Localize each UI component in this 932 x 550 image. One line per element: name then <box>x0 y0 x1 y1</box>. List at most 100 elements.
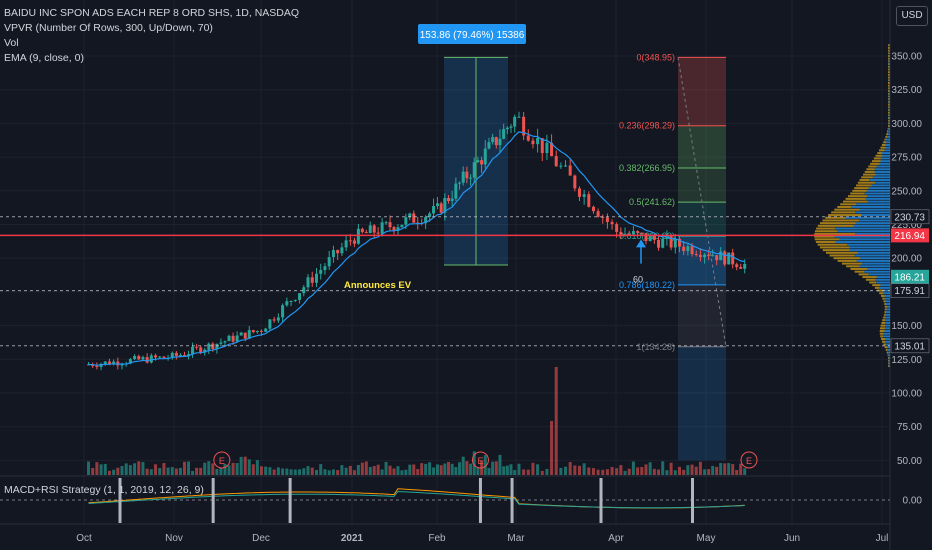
volume-bar <box>665 470 669 475</box>
candle-body <box>327 257 331 267</box>
vpvr-row-down <box>875 154 883 157</box>
volume-bar <box>707 469 711 475</box>
candle-body <box>348 240 352 242</box>
fib-zone <box>678 167 726 203</box>
vpvr-row-up <box>887 135 890 138</box>
candle-body <box>640 232 644 234</box>
symbol-title[interactable]: BAIDU INC SPON ADS EACH REP 8 ORD SHS, 1… <box>4 7 300 19</box>
candle-body <box>596 211 600 217</box>
vpvr-row-down <box>879 327 886 330</box>
ema-indicator-label[interactable]: EMA (9, close, 0) <box>4 52 84 64</box>
price-tick: 275.00 <box>891 153 922 164</box>
vpvr-row-down <box>879 292 884 295</box>
volume-bar <box>247 459 251 475</box>
candle-body <box>149 355 153 363</box>
candle-body <box>472 162 476 178</box>
candle-body <box>502 129 506 139</box>
vpvr-row-down <box>881 143 886 146</box>
volume-bar <box>469 463 473 475</box>
volume-bar <box>243 456 247 475</box>
vpvr-row-up <box>888 365 890 368</box>
volume-bar <box>404 469 408 475</box>
time-tick: May <box>697 533 716 544</box>
volume-bar <box>505 465 509 475</box>
vpvr-row-up <box>888 63 890 66</box>
volume-bar <box>559 467 563 475</box>
volume-bar <box>487 467 491 475</box>
vpvr-indicator-label[interactable]: VPVR (Number Of Rows, 300, Up/Down, 70) <box>4 22 213 34</box>
time-axis[interactable]: Oct Nov Dec 2021 Feb Mar Apr May Jun Jul <box>76 533 888 544</box>
volume-bar <box>227 465 231 475</box>
price-axis[interactable]: 350.00 325.00 300.00 275.00 250.00 225.00 200.… <box>890 52 930 507</box>
vpvr-row-up <box>862 262 890 265</box>
price-tick: 150.00 <box>891 321 922 332</box>
vpvr-row-up <box>884 294 890 297</box>
volume-bar <box>743 468 747 475</box>
candle-body <box>690 246 694 255</box>
volume-bar <box>272 469 276 475</box>
candle-body <box>577 188 581 197</box>
vpvr-row-down <box>888 111 890 114</box>
candle-body <box>509 126 513 128</box>
volume-bar <box>465 461 469 475</box>
fib-level-label: 0.236(298.29) <box>619 121 675 131</box>
candle-body <box>231 335 235 342</box>
vpvr-row-down <box>884 303 886 306</box>
earnings-marker: E <box>219 456 225 466</box>
volume-bar <box>554 367 558 475</box>
measure-label-box <box>418 24 526 44</box>
vpvr-row-up <box>885 321 890 324</box>
vpvr-row-down <box>840 203 857 206</box>
time-tick: Feb <box>428 533 446 544</box>
macd-indicator-label[interactable]: MACD+RSI Strategy (1, 1, 2019, 12, 26, 9… <box>4 484 204 496</box>
candle-body <box>174 352 178 356</box>
vpvr-row-down <box>882 340 886 343</box>
vpvr-row-down <box>880 324 886 327</box>
volume-bar <box>239 456 243 475</box>
price-label-box <box>891 269 929 284</box>
time-tick: Apr <box>608 533 624 544</box>
volume-bar <box>235 463 239 475</box>
chart-legend: BAIDU INC SPON ADS EACH REP 8 ORD SHS, 1… <box>4 6 299 66</box>
volume-bar <box>605 469 609 475</box>
candle-body <box>698 254 702 258</box>
earnings-marker-circle <box>740 451 758 469</box>
volume-bar <box>435 464 439 475</box>
vpvr-row-down <box>879 332 884 335</box>
candle-body <box>469 177 473 179</box>
vpvr-row-up <box>859 265 890 268</box>
vpvr-row-up <box>867 267 890 270</box>
vpvr-row-up <box>849 246 890 249</box>
vpvr-row-down <box>888 73 889 76</box>
vpvr-row-up <box>885 146 890 149</box>
candle-body <box>154 355 158 358</box>
candle-body <box>360 228 364 233</box>
vpvr-row-up <box>886 300 890 303</box>
vpvr-row-up <box>864 270 890 273</box>
fib-level-label: 0(348.95) <box>636 52 675 62</box>
currency-button[interactable]: USD <box>896 6 928 26</box>
vpvr-row-down <box>880 146 886 149</box>
volume-bar <box>564 466 568 475</box>
earnings-marker: E <box>477 456 483 466</box>
vpvr-row-down <box>884 346 888 349</box>
candle-body <box>491 137 495 143</box>
candle-body <box>264 328 268 332</box>
volume-bar <box>735 470 739 475</box>
vpvr-row-up <box>885 324 890 327</box>
candle-body <box>128 359 132 364</box>
volume-bar <box>331 469 335 475</box>
vpvr-row-up <box>847 243 890 246</box>
candle-body <box>540 138 544 154</box>
candle-body <box>582 194 586 197</box>
vpvr-row-up <box>856 203 890 206</box>
vpvr-row-up <box>888 49 890 52</box>
candle-body <box>203 349 207 353</box>
volume-indicator-label[interactable]: Vol <box>4 37 19 49</box>
volume-bar <box>166 467 170 475</box>
volume-bar <box>384 461 388 475</box>
volume-bar <box>133 463 137 475</box>
volume-bars <box>87 367 747 475</box>
candle-body <box>627 233 631 235</box>
